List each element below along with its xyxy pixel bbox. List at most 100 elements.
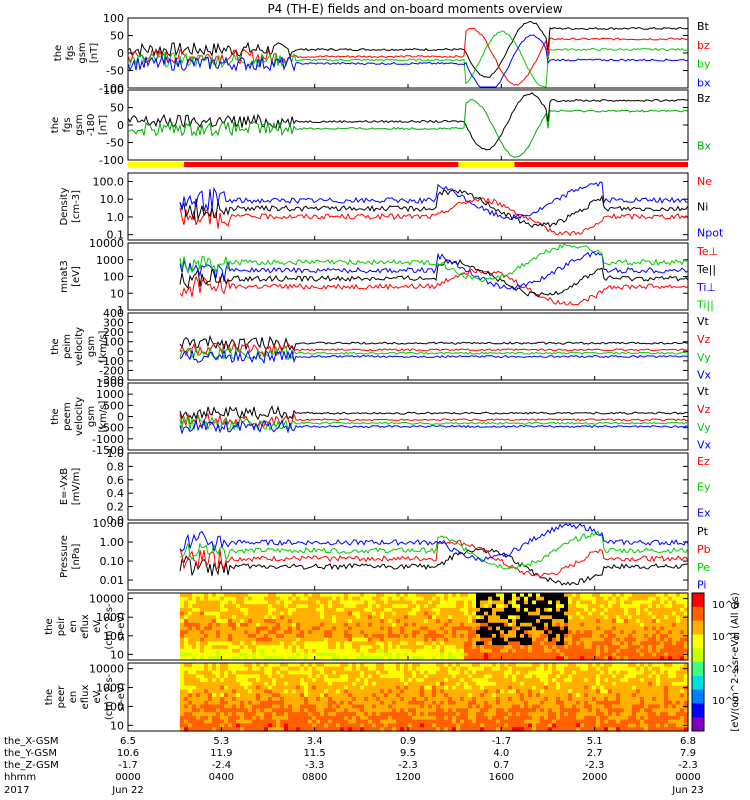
spectrogram-cell xyxy=(564,641,569,646)
spectrogram-cell xyxy=(224,656,229,661)
spectrogram-cell xyxy=(596,685,601,691)
spectrogram-cell xyxy=(608,600,613,605)
spectrogram-cell xyxy=(640,637,645,642)
legend-efield: Ez xyxy=(697,455,710,468)
spectrogram-cell xyxy=(380,604,385,609)
spectrogram-cell xyxy=(504,622,509,628)
y-axis-label: peim xyxy=(62,334,73,359)
spectrogram-cell xyxy=(384,641,389,646)
spectrogram-cell xyxy=(252,648,257,654)
spectrogram-cell xyxy=(636,641,641,646)
spectrogram-cell xyxy=(392,708,397,713)
spectrogram-cell xyxy=(280,633,285,639)
spectrogram-cell xyxy=(252,633,257,639)
spectrogram-cell xyxy=(140,633,145,639)
spectrogram-cell xyxy=(512,593,517,598)
spectrogram-cell xyxy=(160,626,165,631)
spectrogram-cell xyxy=(412,645,417,650)
spectrogram-cell xyxy=(284,727,289,732)
spectrogram-cell xyxy=(556,611,561,616)
spectrogram-cell xyxy=(592,622,597,628)
spectrogram-cell xyxy=(412,685,417,691)
spectrogram-cell xyxy=(320,719,325,725)
spectrogram-cell xyxy=(212,619,217,624)
spectrogram-cell xyxy=(200,645,205,650)
spectrogram-cell xyxy=(168,693,173,698)
spectrogram-cell xyxy=(500,656,505,661)
spectrogram-cell xyxy=(588,693,593,698)
spectrogram-cell xyxy=(140,670,145,675)
spectrogram-cell xyxy=(452,637,457,642)
spectrogram-cell xyxy=(292,600,297,605)
spectrogram-cell xyxy=(480,593,485,598)
spectrogram-cell xyxy=(296,648,301,654)
spectrogram-cell xyxy=(424,715,429,721)
y-tick-label: 1500 xyxy=(96,377,124,390)
spectrogram-cell xyxy=(432,727,437,732)
spectrogram-cell xyxy=(500,723,505,728)
spectrogram-cell xyxy=(576,648,581,654)
spectrogram-cell xyxy=(204,697,209,702)
spectrogram-cell xyxy=(560,663,565,668)
spectrogram-cell xyxy=(364,666,369,672)
spectrogram-cell xyxy=(512,704,517,709)
spectrogram-cell xyxy=(372,645,377,650)
spectrogram-cell xyxy=(436,700,441,706)
spectrogram-cell xyxy=(232,604,237,609)
spectrogram-cell xyxy=(164,656,169,661)
spectrogram-cell xyxy=(184,697,189,702)
spectrogram-cell xyxy=(384,681,389,687)
spectrogram-cell xyxy=(584,596,589,602)
spectrogram-cell xyxy=(136,615,141,620)
spectrogram-cell xyxy=(260,622,265,628)
spectrogram-cell xyxy=(384,689,389,694)
spectrogram-cell xyxy=(312,685,317,691)
spectrogram-cell xyxy=(512,723,517,728)
y-axis-label: en xyxy=(68,620,79,633)
spectrogram-cell xyxy=(184,693,189,698)
spectrogram-cell xyxy=(180,663,185,668)
spectrogram-cell xyxy=(212,630,217,635)
spectrogram-cell xyxy=(448,727,453,732)
spectrogram-cell xyxy=(404,611,409,616)
spectrogram-cell xyxy=(248,715,253,721)
spectrogram-cell xyxy=(236,593,241,598)
spectrogram-cell xyxy=(640,656,645,661)
spectrogram-cell xyxy=(228,700,233,706)
spectrogram-cell xyxy=(448,689,453,694)
spectrogram-cell xyxy=(304,666,309,672)
spectrogram-cell xyxy=(412,723,417,728)
spectrogram-cell xyxy=(388,622,393,628)
spectrogram-cell xyxy=(444,596,449,602)
spectrogram-cell xyxy=(604,670,609,675)
spectrogram-cell xyxy=(244,700,249,706)
spectrogram-cell xyxy=(136,719,141,725)
spectrogram-cell xyxy=(344,645,349,650)
spectrogram-cell xyxy=(404,619,409,624)
spectrogram-cell xyxy=(224,708,229,713)
spectrogram-cell xyxy=(316,685,321,691)
spectrogram-cell xyxy=(596,645,601,650)
spectrogram-cell xyxy=(132,693,137,698)
spectrogram-cell xyxy=(292,607,297,613)
spectrogram-cell xyxy=(204,596,209,602)
y-tick-label: 1 xyxy=(117,304,124,317)
spectrogram-cell xyxy=(312,611,317,616)
spectrogram-cell xyxy=(336,633,341,639)
spectrogram-cell xyxy=(452,645,457,650)
spectrogram-cell xyxy=(520,674,525,679)
spectrogram-cell xyxy=(408,723,413,728)
spectrogram-cell xyxy=(196,622,201,628)
spectrogram-cell xyxy=(284,615,289,620)
spectrogram-cell xyxy=(400,615,405,620)
spectrogram-cell xyxy=(644,615,649,620)
spectrogram-cell xyxy=(376,689,381,694)
spectrogram-cell xyxy=(476,715,481,721)
spectrogram-cell xyxy=(300,607,305,613)
spectrogram-cell xyxy=(396,712,401,717)
spectrogram-cell xyxy=(300,641,305,646)
spectrogram-cell xyxy=(220,656,225,661)
spectrogram-cell xyxy=(272,596,277,602)
spectrogram-cell xyxy=(668,648,673,654)
spectrogram-cell xyxy=(132,656,137,661)
